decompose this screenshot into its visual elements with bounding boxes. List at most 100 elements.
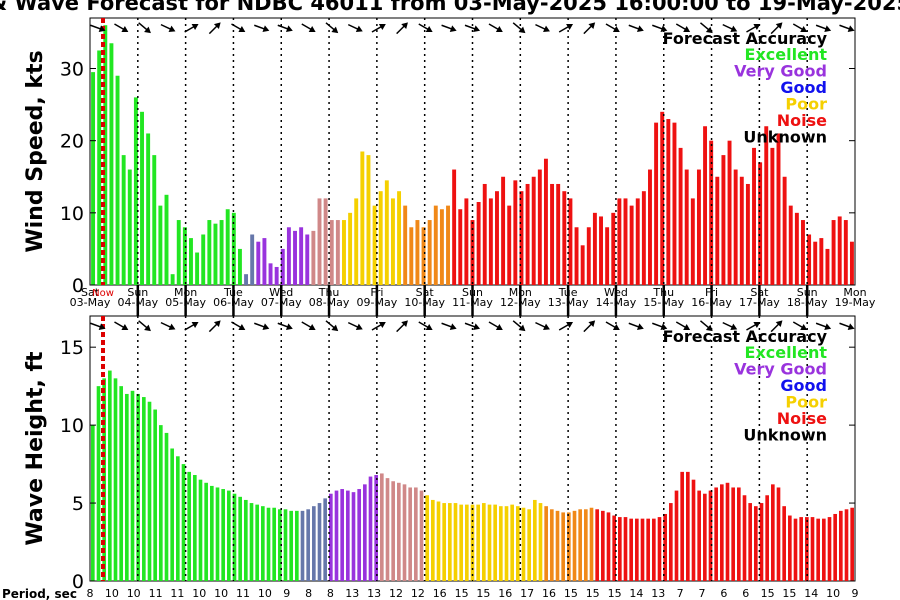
wave-bar — [567, 512, 571, 581]
wind-bar — [745, 183, 750, 285]
wind-bar — [384, 180, 389, 285]
wave-bar — [776, 487, 781, 581]
wave-bar — [827, 517, 832, 581]
arrow-head — [612, 323, 620, 331]
wind-bar — [354, 198, 359, 285]
arrow-head — [473, 25, 481, 32]
wave-bar — [351, 492, 356, 581]
arrow-head — [824, 323, 832, 330]
wind-bar — [250, 234, 255, 285]
arrow-head — [800, 323, 808, 331]
wave-bar — [680, 471, 684, 581]
wind-bar — [709, 140, 714, 285]
wind-bar — [574, 227, 579, 285]
period-tick-label: 10 — [214, 587, 228, 600]
chart-title: & Wave Forecast for NDBC 46011 from 03-M… — [0, 0, 900, 15]
wind-bar — [213, 223, 218, 285]
wave-bar — [533, 499, 537, 581]
wave-bar — [663, 513, 667, 581]
wind-direction-arrow — [839, 24, 855, 32]
wave-bar — [510, 504, 514, 581]
arrow-head — [753, 23, 761, 31]
arrow-head — [730, 323, 738, 331]
wave-bar — [255, 504, 259, 581]
wind-direction-arrow — [184, 23, 199, 33]
wave-bar — [737, 487, 741, 581]
period-tick-label: 12 — [389, 587, 403, 600]
wave-bar — [278, 509, 282, 581]
period-tick-label: 9 — [283, 587, 290, 600]
wave-bar — [244, 499, 248, 581]
wind-bar — [556, 183, 561, 285]
period-tick-label: 6 — [742, 587, 749, 600]
period-tick-label: 6 — [720, 587, 727, 600]
wind-bar — [133, 97, 138, 285]
wind-ylabel: Wind Speed, kts — [23, 50, 48, 252]
wind-bar — [501, 176, 506, 285]
wave-bar — [113, 378, 118, 581]
wind-bar — [409, 227, 414, 285]
arrow-head — [401, 22, 408, 30]
wind-bar — [140, 111, 144, 285]
wind-bar — [244, 274, 249, 285]
wave-bar — [210, 485, 214, 581]
wind-bar — [672, 122, 677, 285]
wind-direction-arrow — [418, 23, 433, 33]
wave-direction-arrow — [114, 321, 129, 331]
wave-bar — [697, 490, 701, 581]
wind-bar — [837, 216, 842, 285]
wind-bar — [452, 169, 457, 285]
arrow-head — [144, 26, 151, 34]
wave-bar — [606, 512, 611, 581]
wind-bar — [323, 198, 328, 285]
arrow-head — [168, 323, 176, 331]
wind-bar — [348, 212, 353, 285]
wind-direction-arrow — [325, 22, 339, 34]
wave-bar — [618, 517, 622, 581]
wave-direction-arrow — [301, 321, 316, 331]
arrow-head — [495, 25, 503, 33]
arrow-head — [636, 25, 644, 32]
wave-direction-arrow — [512, 320, 526, 332]
wave-bar — [465, 504, 469, 581]
wind-bar — [378, 191, 383, 285]
wave-direction-arrow — [652, 322, 668, 330]
wind-bar — [433, 205, 438, 285]
wind-bar — [427, 220, 432, 285]
arrow-head — [588, 320, 596, 328]
arrow-head — [775, 320, 783, 328]
wind-bar — [201, 234, 206, 285]
wind-bar — [476, 202, 481, 285]
wave-bar — [340, 489, 344, 581]
wave-bar — [822, 518, 826, 581]
wave-bar — [612, 515, 616, 581]
wave-bar — [657, 517, 662, 581]
wave-direction-arrow — [347, 321, 363, 331]
wind-bar — [611, 212, 616, 285]
period-tick-label: 10 — [826, 587, 840, 600]
wave-bar — [385, 478, 390, 581]
wind-bar — [654, 122, 659, 285]
wave-bar — [261, 506, 265, 581]
wave-legend-item: Noise — [777, 409, 827, 428]
wave-bar — [516, 506, 520, 581]
wind-bar — [195, 252, 200, 285]
wind-bar — [752, 147, 756, 285]
wind-bar — [390, 198, 395, 285]
wind-bar — [446, 205, 450, 285]
wind-ytick-label: 20 — [60, 131, 84, 153]
wind-bar — [666, 119, 671, 285]
wave-bar — [782, 506, 786, 581]
wave-direction-arrow — [184, 321, 199, 331]
wind-bar — [280, 248, 285, 285]
wave-bar — [249, 503, 254, 581]
period-tick-label: 13 — [651, 587, 665, 600]
wind-bar — [788, 205, 793, 285]
wind-bar — [648, 169, 652, 285]
wave-bar — [793, 518, 798, 581]
wave-bar — [397, 482, 401, 581]
wind-direction-arrow — [114, 23, 129, 33]
wind-bar — [115, 75, 120, 285]
wind-bar — [605, 227, 610, 285]
wave-bar — [652, 518, 656, 581]
